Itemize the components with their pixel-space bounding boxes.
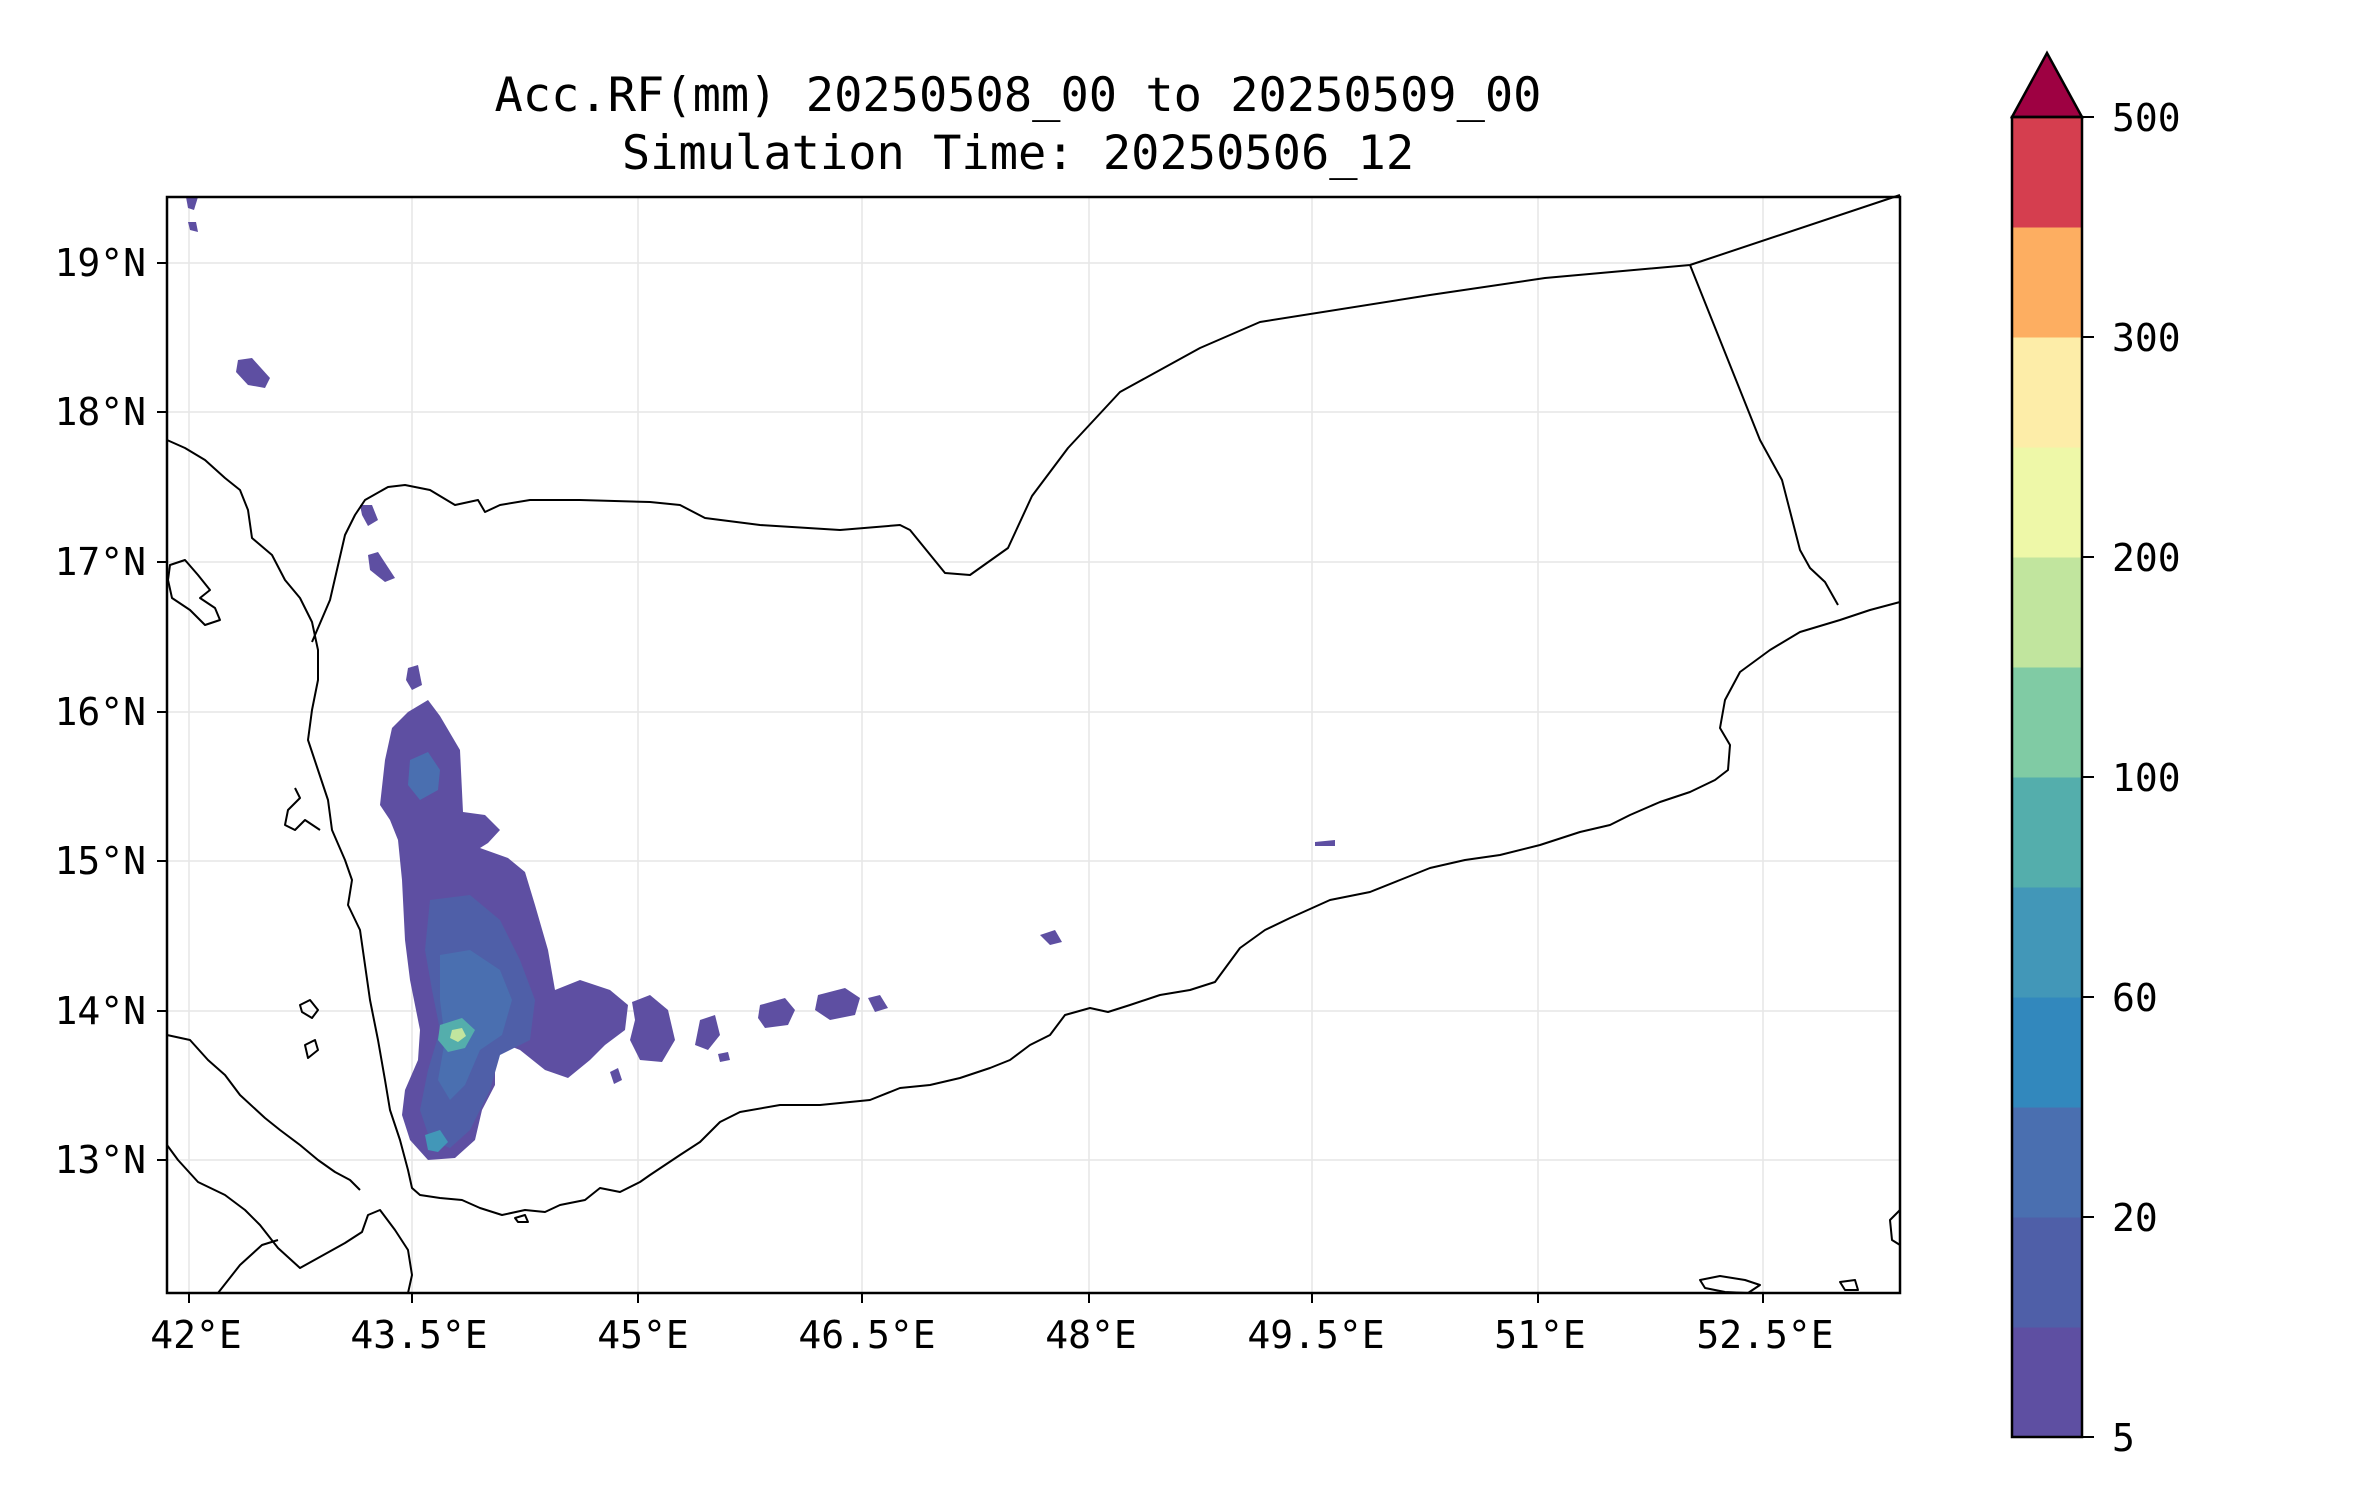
rain-area-east4 bbox=[815, 988, 860, 1020]
lon-label: 45°E bbox=[597, 1313, 689, 1357]
island-perim bbox=[514, 1214, 529, 1223]
island-farasan bbox=[167, 559, 221, 626]
lat-label: 16°N bbox=[54, 690, 146, 734]
rain-area-east3 bbox=[758, 998, 795, 1028]
lon-label: 46.5°E bbox=[798, 1313, 935, 1357]
colorbar-tick-label: 500 bbox=[2112, 96, 2181, 140]
colorbar-segment bbox=[2012, 1107, 2082, 1218]
coastline-africa-north bbox=[166, 1034, 361, 1191]
lat-label: 19°N bbox=[54, 241, 146, 285]
lat-label: 17°N bbox=[54, 540, 146, 584]
gridlines bbox=[167, 197, 1900, 1293]
colorbar-segment bbox=[2012, 337, 2082, 448]
colorbar-segment bbox=[2012, 447, 2082, 558]
lon-label: 48°E bbox=[1045, 1313, 1137, 1357]
rain-area-south bbox=[425, 1130, 448, 1152]
colorbar-segments bbox=[2012, 117, 2082, 1438]
lat-label: 14°N bbox=[54, 989, 146, 1033]
map-title-line1: Acc.RF(mm) 20250508_00 to 20250509_00 bbox=[495, 68, 1542, 123]
colorbar-segment bbox=[2012, 1327, 2082, 1438]
rain-area-n1 bbox=[236, 358, 270, 388]
island-hanish bbox=[304, 1039, 319, 1059]
rain-area-east1 bbox=[630, 995, 675, 1062]
rain-peak-inner bbox=[450, 1028, 466, 1042]
colorbar: 500 300 200 100 60 20 5 bbox=[2009, 50, 2181, 1460]
colorbar-extend-arrow bbox=[2009, 50, 2085, 119]
saudi-yemen-border bbox=[311, 194, 1901, 643]
colorbar-segment bbox=[2012, 777, 2082, 888]
lat-label: 18°N bbox=[54, 390, 146, 434]
lat-label: 13°N bbox=[54, 1138, 146, 1182]
island-kamaran bbox=[284, 787, 321, 831]
rain-area-east7 bbox=[1315, 840, 1335, 846]
lon-label: 42°E bbox=[150, 1313, 242, 1357]
island-socotra-west bbox=[1699, 1275, 1761, 1294]
lon-label: 49.5°E bbox=[1247, 1313, 1384, 1357]
rain-area-east2 bbox=[695, 1015, 720, 1050]
colorbar-tick-label: 60 bbox=[2112, 976, 2158, 1020]
rain-area-n4 bbox=[406, 665, 422, 690]
map-title-line2: Simulation Time: 20250506_12 bbox=[622, 126, 1414, 181]
rainfall-field bbox=[186, 197, 1335, 1160]
rain-area-n5 bbox=[186, 197, 198, 210]
coastlines-borders bbox=[166, 194, 1901, 1294]
rain-area-n2 bbox=[360, 505, 378, 526]
rain-area-east6 bbox=[1040, 930, 1062, 945]
colorbar-segment bbox=[2012, 887, 2082, 998]
rain-area-small1 bbox=[610, 1068, 622, 1084]
colorbar-segment bbox=[2012, 557, 2082, 668]
coastline-arabian-west bbox=[166, 439, 1901, 1216]
colorbar-segment bbox=[2012, 997, 2082, 1108]
colorbar-tick-label: 5 bbox=[2112, 1416, 2135, 1460]
coastline-africa bbox=[166, 1144, 413, 1294]
colorbar-tick-label: 300 bbox=[2112, 316, 2181, 360]
lat-label: 15°N bbox=[54, 839, 146, 883]
rain-area-small2 bbox=[718, 1052, 730, 1062]
lon-label: 43.5°E bbox=[350, 1313, 487, 1357]
rain-area-mid bbox=[438, 950, 512, 1100]
rain-area-north bbox=[408, 752, 440, 800]
lat-axis: 19°N 18°N 17°N 16°N 15°N 14°N 13°N bbox=[54, 241, 167, 1182]
lon-label: 51°E bbox=[1494, 1313, 1586, 1357]
rain-area-n6 bbox=[188, 222, 198, 232]
coast-oman-edge bbox=[1889, 1209, 1901, 1246]
island-zuqar bbox=[299, 999, 319, 1019]
colorbar-segment bbox=[2012, 1217, 2082, 1328]
colorbar-segment bbox=[2012, 227, 2082, 338]
lon-label: 52.5°E bbox=[1696, 1313, 1833, 1357]
rain-area-n3 bbox=[368, 552, 395, 582]
map-frame bbox=[165, 195, 1902, 1295]
colorbar-segment bbox=[2012, 667, 2082, 778]
map-panel bbox=[165, 194, 1902, 1295]
colorbar-tick-label: 200 bbox=[2112, 536, 2181, 580]
rain-area-east5 bbox=[868, 995, 888, 1012]
coastline-djibouti bbox=[217, 1239, 279, 1294]
colorbar-tick-label: 100 bbox=[2112, 756, 2181, 800]
colorbar-tick-label: 20 bbox=[2112, 1196, 2158, 1240]
colorbar-segment bbox=[2012, 117, 2082, 228]
lon-axis: 42°E 43.5°E 45°E 46.5°E 48°E 49.5°E 51°E… bbox=[150, 1293, 1834, 1357]
yemen-oman-border bbox=[1689, 264, 1839, 606]
island-socotra-east bbox=[1839, 1279, 1859, 1291]
